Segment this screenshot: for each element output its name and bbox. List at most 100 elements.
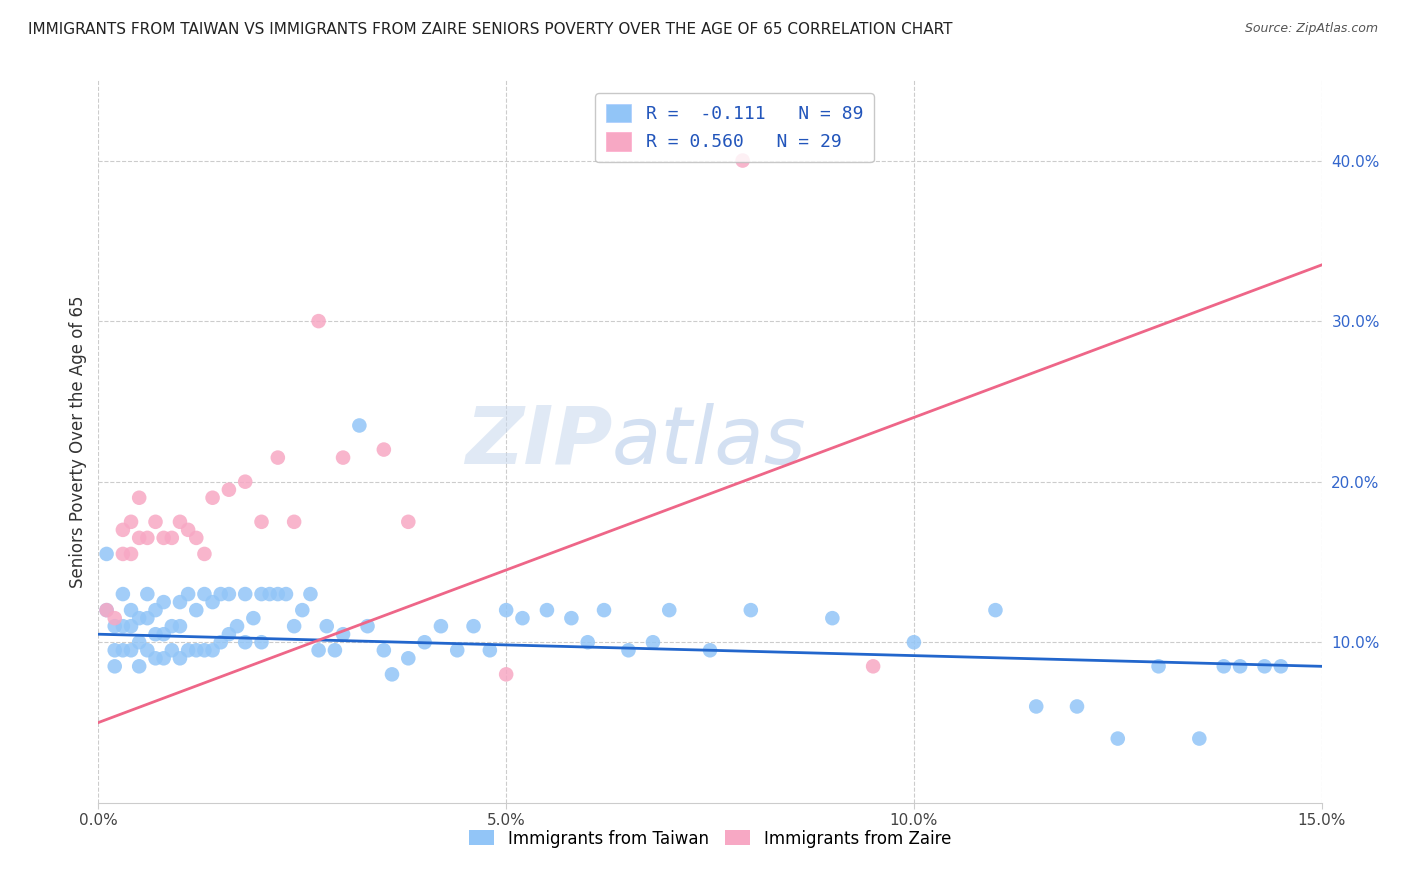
Point: [536, 603, 558, 617]
Point: [332, 627, 354, 641]
Point: [1229, 659, 1251, 673]
Point: [250, 587, 273, 601]
Point: [373, 643, 395, 657]
Point: [193, 643, 215, 657]
Point: [193, 547, 215, 561]
Point: [128, 531, 150, 545]
Point: [283, 515, 305, 529]
Point: [658, 603, 681, 617]
Point: [446, 643, 468, 657]
Point: [299, 587, 322, 601]
Point: [821, 611, 844, 625]
Point: [160, 619, 183, 633]
Point: [349, 418, 371, 433]
Point: [315, 619, 337, 633]
Point: [209, 635, 232, 649]
Point: [136, 643, 159, 657]
Point: [233, 475, 256, 489]
Point: [169, 595, 191, 609]
Point: [381, 667, 404, 681]
Point: [152, 595, 174, 609]
Point: [128, 635, 150, 649]
Point: [250, 635, 273, 649]
Point: [233, 635, 256, 649]
Legend: R =  -0.111   N = 89, R = 0.560   N = 29: R = -0.111 N = 89, R = 0.560 N = 29: [595, 93, 875, 162]
Point: [495, 603, 517, 617]
Point: [128, 659, 150, 673]
Point: [120, 515, 142, 529]
Point: [283, 619, 305, 633]
Point: [96, 603, 118, 617]
Point: [145, 603, 167, 617]
Point: [731, 153, 754, 168]
Point: [267, 587, 290, 601]
Point: [120, 643, 142, 657]
Point: [186, 603, 208, 617]
Text: ZIP: ZIP: [465, 402, 612, 481]
Point: [136, 611, 159, 625]
Point: [1066, 699, 1088, 714]
Point: [862, 659, 884, 673]
Point: [104, 619, 127, 633]
Point: [560, 611, 582, 625]
Point: [1253, 659, 1275, 673]
Point: [1270, 659, 1292, 673]
Point: [1107, 731, 1129, 746]
Point: [267, 450, 290, 465]
Point: [323, 643, 346, 657]
Text: Source: ZipAtlas.com: Source: ZipAtlas.com: [1244, 22, 1378, 36]
Point: [396, 515, 419, 529]
Point: [413, 635, 436, 649]
Point: [193, 587, 215, 601]
Point: [160, 531, 183, 545]
Point: [495, 667, 517, 681]
Point: [356, 619, 378, 633]
Point: [226, 619, 249, 633]
Point: [1025, 699, 1047, 714]
Point: [120, 603, 142, 617]
Point: [274, 587, 297, 601]
Y-axis label: Seniors Poverty Over the Age of 65: Seniors Poverty Over the Age of 65: [69, 295, 87, 588]
Point: [152, 651, 174, 665]
Point: [641, 635, 664, 649]
Point: [201, 491, 224, 505]
Point: [332, 450, 354, 465]
Point: [259, 587, 281, 601]
Point: [617, 643, 640, 657]
Point: [308, 643, 330, 657]
Point: [218, 483, 240, 497]
Point: [136, 587, 159, 601]
Point: [160, 643, 183, 657]
Point: [593, 603, 616, 617]
Point: [699, 643, 721, 657]
Point: [152, 627, 174, 641]
Point: [145, 627, 167, 641]
Point: [250, 515, 273, 529]
Point: [169, 619, 191, 633]
Point: [152, 531, 174, 545]
Point: [111, 643, 134, 657]
Point: [145, 515, 167, 529]
Point: [308, 314, 330, 328]
Point: [128, 491, 150, 505]
Point: [291, 603, 314, 617]
Point: [111, 619, 134, 633]
Point: [169, 515, 191, 529]
Point: [1188, 731, 1211, 746]
Point: [1212, 659, 1234, 673]
Point: [201, 643, 224, 657]
Point: [169, 651, 191, 665]
Point: [96, 603, 118, 617]
Point: [903, 635, 925, 649]
Point: [512, 611, 534, 625]
Point: [96, 547, 118, 561]
Point: [373, 442, 395, 457]
Point: [177, 587, 200, 601]
Point: [218, 587, 240, 601]
Point: [201, 595, 224, 609]
Point: [218, 627, 240, 641]
Point: [111, 523, 134, 537]
Point: [136, 531, 159, 545]
Point: [478, 643, 501, 657]
Point: [111, 587, 134, 601]
